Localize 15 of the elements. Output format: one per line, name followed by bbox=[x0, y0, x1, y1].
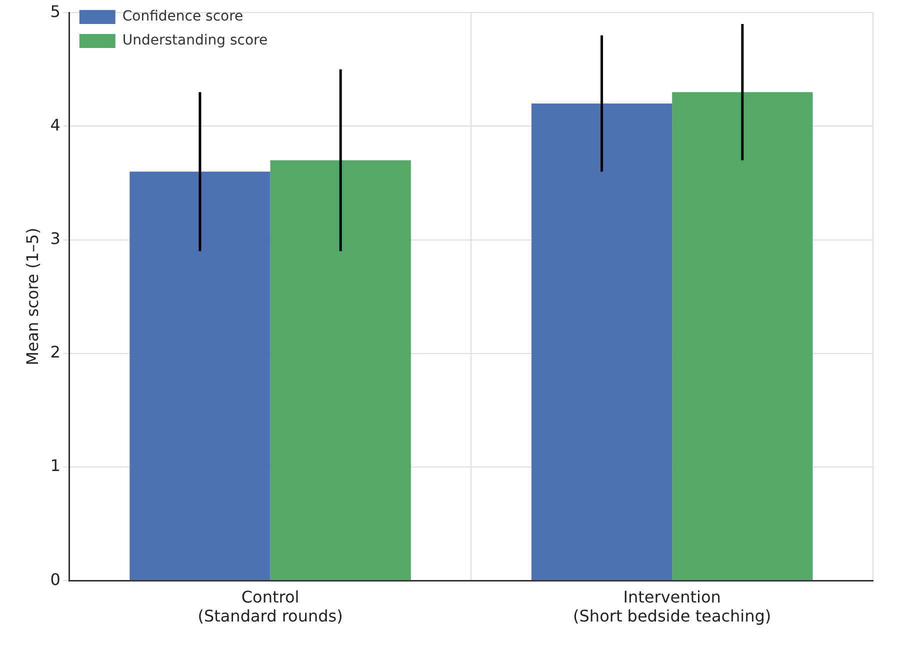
y-axis-title: Mean score (1–5) bbox=[22, 228, 42, 366]
legend-label: Confidence score bbox=[122, 8, 244, 25]
x-tick-label: Control (Standard rounds) bbox=[198, 587, 343, 626]
y-tick-label: 4 bbox=[50, 115, 60, 134]
bar bbox=[130, 172, 270, 580]
bar bbox=[531, 103, 672, 580]
bar bbox=[270, 160, 411, 580]
legend-label: Understanding score bbox=[122, 32, 268, 49]
y-tick-label: 0 bbox=[50, 570, 60, 589]
y-tick-label: 2 bbox=[50, 342, 60, 362]
y-tick-label: 5 bbox=[50, 2, 60, 21]
y-tick-label: 1 bbox=[50, 456, 60, 476]
y-tick-label: 3 bbox=[50, 228, 60, 248]
x-tick-label: Intervention (Short bedside teaching) bbox=[573, 587, 772, 626]
bar bbox=[672, 92, 813, 580]
